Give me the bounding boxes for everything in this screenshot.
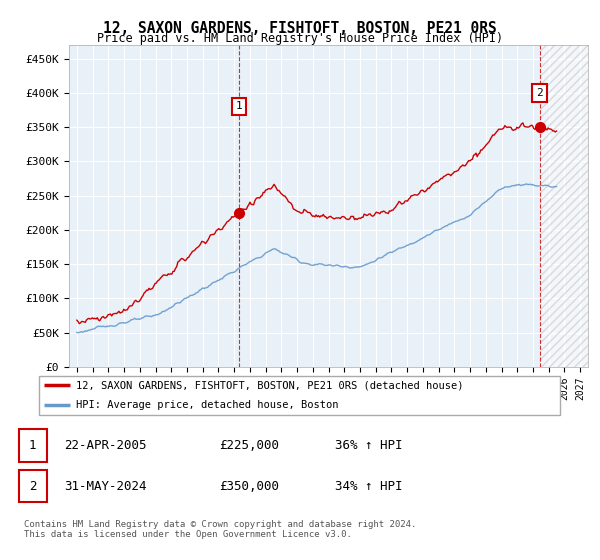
Text: 31-MAY-2024: 31-MAY-2024	[64, 479, 146, 493]
Text: 2: 2	[29, 479, 37, 493]
Text: 36% ↑ HPI: 36% ↑ HPI	[335, 439, 402, 452]
Text: £350,000: £350,000	[220, 479, 280, 493]
Text: 34% ↑ HPI: 34% ↑ HPI	[335, 479, 402, 493]
FancyBboxPatch shape	[19, 470, 47, 502]
Text: 12, SAXON GARDENS, FISHTOFT, BOSTON, PE21 0RS (detached house): 12, SAXON GARDENS, FISHTOFT, BOSTON, PE2…	[76, 380, 463, 390]
Text: 1: 1	[236, 101, 242, 111]
Text: Contains HM Land Registry data © Crown copyright and database right 2024.
This d: Contains HM Land Registry data © Crown c…	[24, 520, 416, 539]
Text: 12, SAXON GARDENS, FISHTOFT, BOSTON, PE21 0RS: 12, SAXON GARDENS, FISHTOFT, BOSTON, PE2…	[103, 21, 497, 36]
FancyBboxPatch shape	[19, 430, 47, 462]
Text: £225,000: £225,000	[220, 439, 280, 452]
Text: 2: 2	[536, 88, 543, 98]
Text: 1: 1	[29, 439, 37, 452]
FancyBboxPatch shape	[38, 376, 560, 415]
Text: HPI: Average price, detached house, Boston: HPI: Average price, detached house, Bost…	[76, 400, 338, 410]
Text: 22-APR-2005: 22-APR-2005	[64, 439, 146, 452]
Bar	[541, 45, 588, 367]
Text: Price paid vs. HM Land Registry's House Price Index (HPI): Price paid vs. HM Land Registry's House …	[97, 32, 503, 45]
